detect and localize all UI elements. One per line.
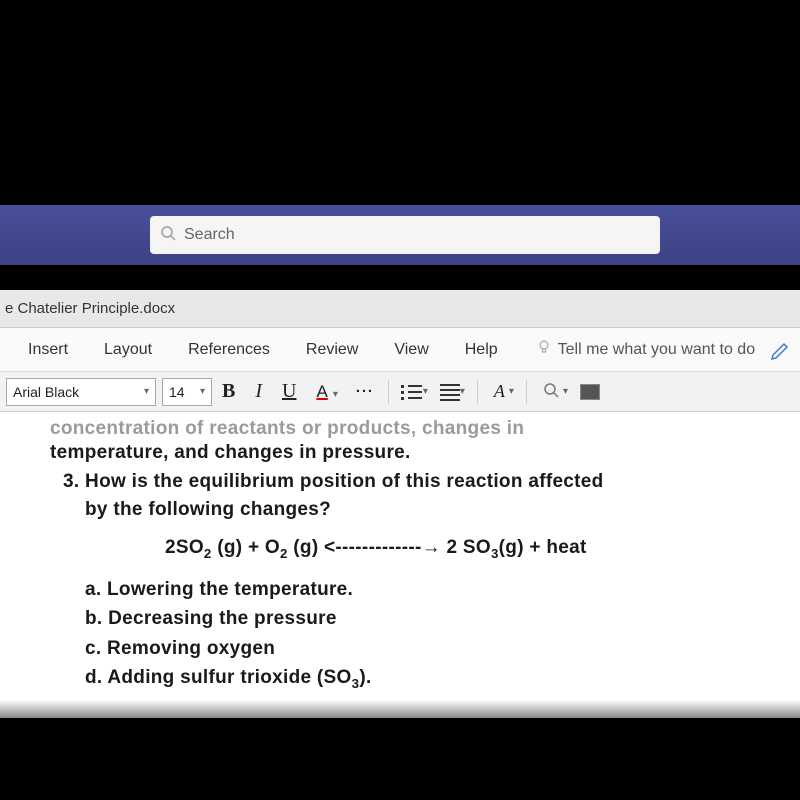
chevron-down-icon: ▾ (144, 386, 149, 397)
text-line: temperature, and changes in pressure. (50, 442, 760, 464)
align-icon (440, 384, 460, 400)
tab-layout[interactable]: Layout (86, 341, 170, 359)
tab-insert[interactable]: Insert (10, 341, 86, 359)
bold-button[interactable]: B (212, 380, 245, 403)
search-input[interactable]: Search (150, 216, 660, 254)
bullet-list-button[interactable]: ▾ (395, 383, 434, 401)
chevron-down-icon: ▾ (200, 386, 205, 397)
italic-button[interactable]: I (245, 380, 272, 403)
separator (388, 380, 389, 404)
page-shadow (0, 700, 800, 718)
mode-button[interactable] (580, 384, 600, 400)
lightbulb-icon (536, 339, 552, 360)
document-body[interactable]: concentration of reactants or products, … (0, 412, 800, 712)
font-size-select[interactable]: 14 ▾ (162, 378, 212, 406)
equation: 2SO2 (g) + O2 (g) <-------------→ 2 SO3(… (165, 537, 760, 561)
separator (477, 380, 478, 404)
search-placeholder: Search (184, 226, 235, 244)
document-title: e Chatelier Principle.docx (5, 300, 175, 317)
formatting-toolbar: Arial Black ▾ 14 ▾ B I U A ▾ ··· ▾ ▾ A▾ … (0, 372, 800, 412)
app-header: Search (0, 205, 800, 265)
list-icon (401, 383, 423, 401)
option-a: a. Lowering the temperature. (85, 575, 760, 604)
tab-review[interactable]: Review (288, 341, 376, 359)
options-list: a. Lowering the temperature. b. Decreasi… (50, 575, 760, 695)
styles-button[interactable]: A▾ (484, 381, 520, 402)
tell-me-label: Tell me what you want to do (558, 341, 755, 359)
search-icon (539, 382, 563, 402)
more-options-button[interactable]: ··· (348, 383, 382, 400)
cutoff-text-line: concentration of reactants or products, … (50, 418, 760, 440)
option-c: c. Removing oxygen (85, 634, 760, 663)
font-name-value: Arial Black (13, 384, 79, 400)
option-b: b. Decreasing the pressure (85, 604, 760, 633)
menu-bar: Insert Layout References Review View Hel… (0, 328, 800, 372)
separator (526, 380, 527, 404)
question-3: 3. How is the equilibrium position of th… (50, 468, 760, 523)
tab-view[interactable]: View (376, 341, 446, 359)
option-d: d. Adding sulfur trioxide (SO3). (85, 663, 760, 694)
editing-icon[interactable] (770, 338, 792, 365)
font-size-value: 14 (169, 384, 185, 400)
font-name-select[interactable]: Arial Black ▾ (6, 378, 156, 406)
search-icon (160, 225, 176, 246)
underline-button[interactable]: U (272, 380, 306, 403)
find-button[interactable]: ▾ (533, 382, 574, 402)
tell-me-input[interactable]: Tell me what you want to do (516, 339, 755, 360)
tab-help[interactable]: Help (447, 341, 516, 359)
title-bar: e Chatelier Principle.docx (0, 290, 800, 328)
font-color-button[interactable]: A ▾ (306, 380, 347, 403)
align-button[interactable]: ▾ (434, 384, 471, 400)
letterbox-bottom (0, 718, 800, 800)
tab-references[interactable]: References (170, 341, 288, 359)
